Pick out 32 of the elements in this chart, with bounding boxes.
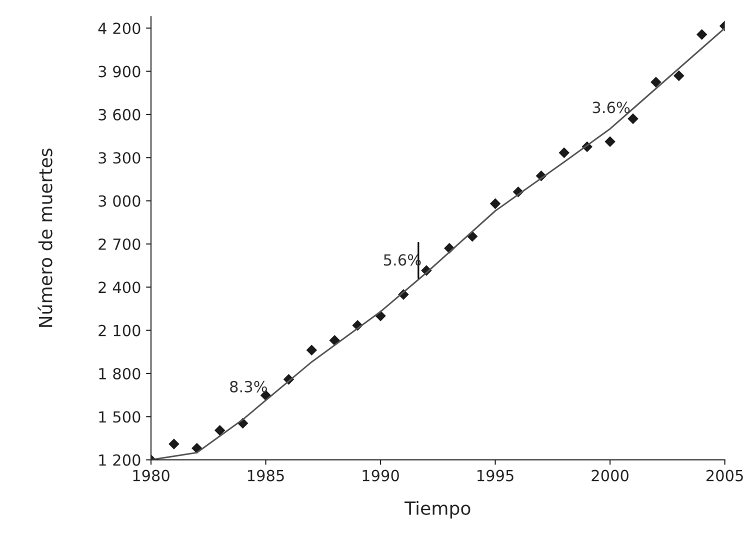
point	[628, 113, 638, 124]
y-tick-label: 2 100	[98, 324, 140, 336]
y-axis-title: Número de muertes	[38, 148, 52, 327]
y-tick-label: 3 300	[98, 152, 140, 164]
y-tick-label: 2 400	[98, 282, 140, 294]
annotation: 3.6%	[592, 102, 630, 114]
x-tick-label: 1985	[248, 470, 284, 482]
point	[604, 136, 616, 148]
point	[214, 424, 226, 436]
point	[168, 438, 180, 450]
x-tick-label: 1990	[362, 470, 399, 482]
y-tick-label: 1 200	[99, 454, 140, 466]
x-axis-title: Tiempo	[404, 500, 470, 518]
y-tick-label: 4 200	[98, 22, 140, 34]
annotation: 8.3%	[230, 380, 268, 392]
point	[558, 147, 570, 158]
point	[650, 76, 662, 88]
x-tick-label: 1995	[478, 470, 514, 482]
x-tick-label: 2000	[592, 470, 628, 482]
point	[306, 344, 318, 356]
y-tick-label: 1 800	[99, 368, 140, 380]
point	[696, 29, 708, 40]
y-tick-label: 3 000	[98, 195, 140, 207]
y-tick-label: 1 500	[99, 411, 140, 423]
y-tick-label: 2 700	[98, 238, 140, 250]
x-tick-label: 2005	[706, 470, 743, 482]
point	[490, 198, 501, 210]
point	[674, 70, 684, 82]
y-tick-label: 3 900	[98, 66, 140, 78]
point	[329, 335, 340, 346]
x-tick-label: 1980	[133, 470, 170, 482]
y-tick-label: 3 600	[98, 108, 140, 120]
